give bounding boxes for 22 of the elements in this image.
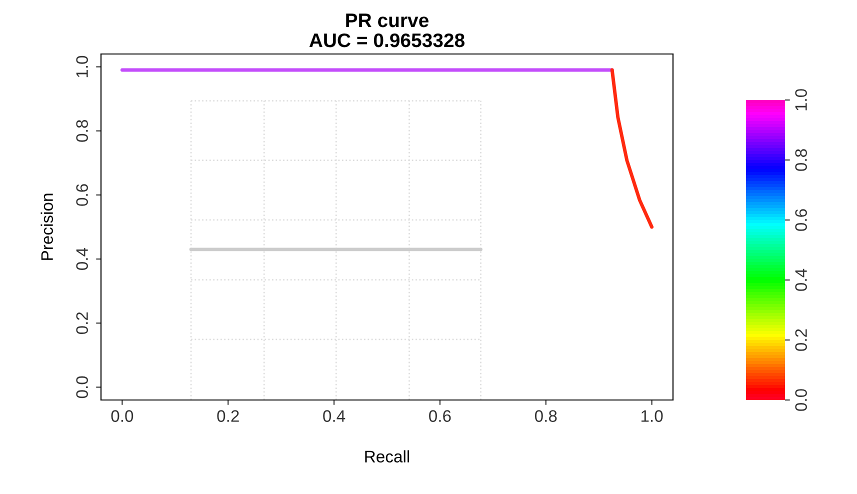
x-tick-label: 1.0 — [642, 410, 663, 422]
line-series — [610, 68, 654, 229]
y-tick-label: 0.0 — [76, 376, 88, 398]
x-tick-label: 0.8 — [534, 410, 557, 422]
y-tick-label: 0.4 — [76, 248, 88, 270]
y-axis-title: Precision — [40, 194, 54, 260]
color-bar-label: 1.0 — [795, 89, 807, 110]
y-tick-label: 0.8 — [76, 120, 88, 142]
chart-title: PR curve — [346, 14, 428, 28]
color-bar-label: 0.2 — [795, 329, 807, 351]
x-tick-label: 0.6 — [429, 410, 451, 422]
y-tick-label: 0.2 — [76, 312, 88, 334]
color-bar-label: 0.8 — [795, 149, 807, 171]
y-tick-label: 1.0 — [76, 56, 88, 78]
x-tick-label: 0.0 — [111, 410, 134, 422]
x-tick-label: 0.4 — [323, 410, 346, 422]
x-axis-title: Recall — [365, 450, 410, 462]
x-tick-label: 0.2 — [217, 410, 239, 422]
chart-subtitle: AUC = 0.9653328 — [309, 33, 465, 48]
color-bar-label: 0.6 — [795, 209, 807, 231]
color-bar-label: 0.4 — [795, 268, 807, 291]
y-tick-label: 0.6 — [76, 184, 88, 206]
